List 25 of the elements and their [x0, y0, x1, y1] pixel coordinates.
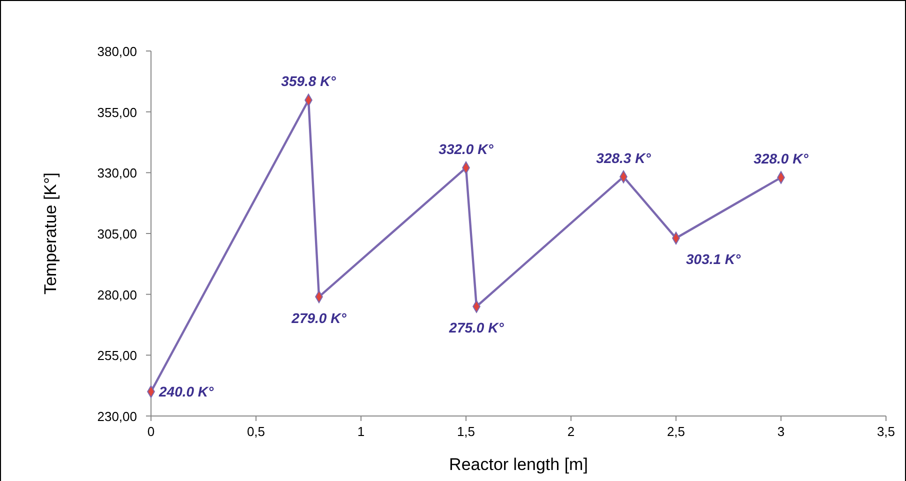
data-label: 303.1 K°	[686, 251, 742, 268]
y-tick-label: 230,00	[97, 409, 137, 424]
data-label: 240.0 K°	[158, 384, 214, 400]
x-tick-label: 1,5	[456, 424, 476, 439]
y-axis-title: Temperatue [K°]	[41, 172, 60, 295]
data-label: 279.0 K°	[290, 310, 347, 326]
x-axis-title: Reactor length [m]	[449, 455, 588, 474]
x-tick-label: 3	[777, 424, 785, 439]
x-tick-label: 1	[357, 424, 365, 439]
y-tick-label: 305,00	[97, 226, 137, 242]
x-tick-label: 3,5	[876, 424, 896, 439]
y-tick-label: 330,00	[97, 166, 137, 181]
y-tick-label: 355,00	[97, 104, 137, 120]
data-label: 359.8 K°	[281, 73, 336, 90]
y-tick-label: 280,00	[97, 287, 137, 302]
data-label: 332.0 K°	[438, 140, 494, 157]
x-tick-label: 2,5	[666, 424, 686, 439]
data-label: 275.0 K°	[448, 320, 504, 336]
x-tick-label: 0,5	[246, 424, 266, 439]
y-tick-label: 380,00	[97, 44, 137, 59]
x-tick-label: 0	[147, 424, 155, 439]
data-label: 328.0 K°	[754, 150, 809, 167]
y-tick-label: 255,00	[97, 348, 137, 364]
data-label: 328.3 K°	[596, 150, 652, 166]
x-tick-label: 2	[567, 424, 575, 439]
